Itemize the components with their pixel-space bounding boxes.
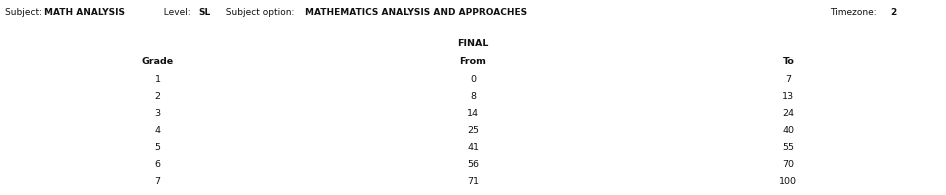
Text: Subject option:: Subject option: bbox=[220, 8, 297, 17]
Text: 25: 25 bbox=[467, 126, 479, 135]
Text: Level:: Level: bbox=[158, 8, 194, 17]
Text: Grade: Grade bbox=[142, 58, 174, 66]
Text: FINAL: FINAL bbox=[457, 40, 489, 49]
Text: MATH ANALYSIS: MATH ANALYSIS bbox=[44, 8, 125, 17]
Text: 3: 3 bbox=[154, 109, 161, 118]
Text: 5: 5 bbox=[154, 143, 161, 152]
Text: 41: 41 bbox=[467, 143, 479, 152]
Text: 1: 1 bbox=[154, 75, 161, 84]
Text: 2: 2 bbox=[890, 8, 896, 17]
Text: 7: 7 bbox=[785, 75, 792, 84]
Text: 14: 14 bbox=[467, 109, 479, 118]
Text: SL: SL bbox=[198, 8, 210, 17]
Text: 71: 71 bbox=[467, 177, 479, 186]
Text: Subject:: Subject: bbox=[5, 8, 44, 17]
Text: 13: 13 bbox=[782, 92, 795, 101]
Text: From: From bbox=[460, 58, 486, 66]
Text: 70: 70 bbox=[782, 160, 795, 169]
Text: 24: 24 bbox=[782, 109, 795, 118]
Text: 40: 40 bbox=[782, 126, 795, 135]
Text: Timezone:: Timezone: bbox=[830, 8, 880, 17]
Text: 7: 7 bbox=[154, 177, 161, 186]
Text: 56: 56 bbox=[467, 160, 479, 169]
Text: 2: 2 bbox=[154, 92, 161, 101]
Text: 55: 55 bbox=[782, 143, 795, 152]
Text: To: To bbox=[782, 58, 795, 66]
Text: 0: 0 bbox=[470, 75, 476, 84]
Text: 4: 4 bbox=[154, 126, 161, 135]
Text: 8: 8 bbox=[470, 92, 476, 101]
Text: MATHEMATICS ANALYSIS AND APPROACHES: MATHEMATICS ANALYSIS AND APPROACHES bbox=[305, 8, 527, 17]
Text: 100: 100 bbox=[780, 177, 797, 186]
Text: 6: 6 bbox=[154, 160, 161, 169]
